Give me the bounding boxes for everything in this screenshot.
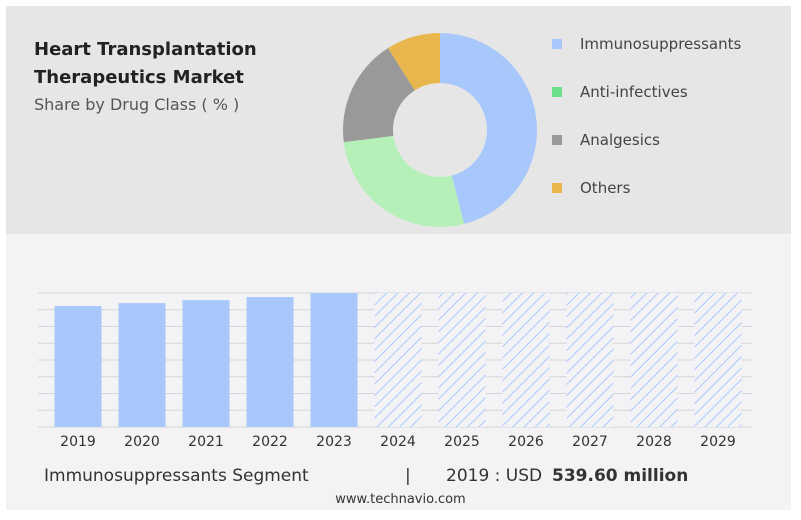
legend-item: Analgesics <box>552 116 741 164</box>
donut-slice-analgesics <box>343 48 415 143</box>
legend-label: Immunosuppressants <box>580 35 742 53</box>
legend-item: Others <box>552 164 741 212</box>
chart-subtitle: Share by Drug Class ( % ) <box>34 95 240 114</box>
x-tick-label: 2023 <box>316 434 352 450</box>
bar-2027 <box>566 293 614 427</box>
year-label: 2019 : USD <box>446 466 543 486</box>
donut-slice-immunosuppressants <box>440 33 537 224</box>
legend-label: Others <box>580 179 631 197</box>
x-tick-label: 2021 <box>188 434 224 450</box>
bar-2025 <box>438 293 486 427</box>
bar-2021 <box>182 300 230 427</box>
legend-label: Anti-infectives <box>580 83 688 101</box>
x-tick-label: 2019 <box>60 434 96 450</box>
donut-slice-anti-infectives <box>343 135 465 227</box>
x-tick-label: 2029 <box>700 434 736 450</box>
website: www.technavio.com <box>335 492 466 507</box>
x-tick-label: 2024 <box>380 434 416 450</box>
chart-title: Heart Transplantation Therapeutics Marke… <box>34 39 257 88</box>
segment-value: 539.60 million <box>552 466 689 486</box>
bar-2022 <box>246 297 294 427</box>
donut-slice-others <box>388 33 440 91</box>
legend-item: Immunosuppressants <box>552 20 741 68</box>
legend-swatch <box>552 87 562 97</box>
bar-2020 <box>118 303 166 427</box>
x-tick-label: 2027 <box>572 434 608 450</box>
x-tick-label: 2020 <box>124 434 160 450</box>
x-tick-label: 2022 <box>252 434 288 450</box>
segment-label: Immunosuppressants Segment <box>44 466 309 486</box>
bar-2023 <box>310 293 358 427</box>
x-tick-label: 2025 <box>444 434 480 450</box>
bar-2029 <box>694 293 742 427</box>
footer-divider: | <box>405 466 411 486</box>
x-tick-label: 2028 <box>636 434 672 450</box>
legend-swatch <box>552 39 562 49</box>
legend: Immunosuppressants Anti-infectives Analges… <box>552 20 741 212</box>
bar-2028 <box>630 293 678 427</box>
bar-2026 <box>502 293 550 427</box>
bar-2019 <box>54 306 102 427</box>
legend-swatch <box>552 183 562 193</box>
x-tick-label: 2026 <box>508 434 544 450</box>
legend-swatch <box>552 135 562 145</box>
legend-label: Analgesics <box>580 131 660 149</box>
bar-2024 <box>374 293 422 427</box>
legend-item: Anti-infectives <box>552 68 741 116</box>
